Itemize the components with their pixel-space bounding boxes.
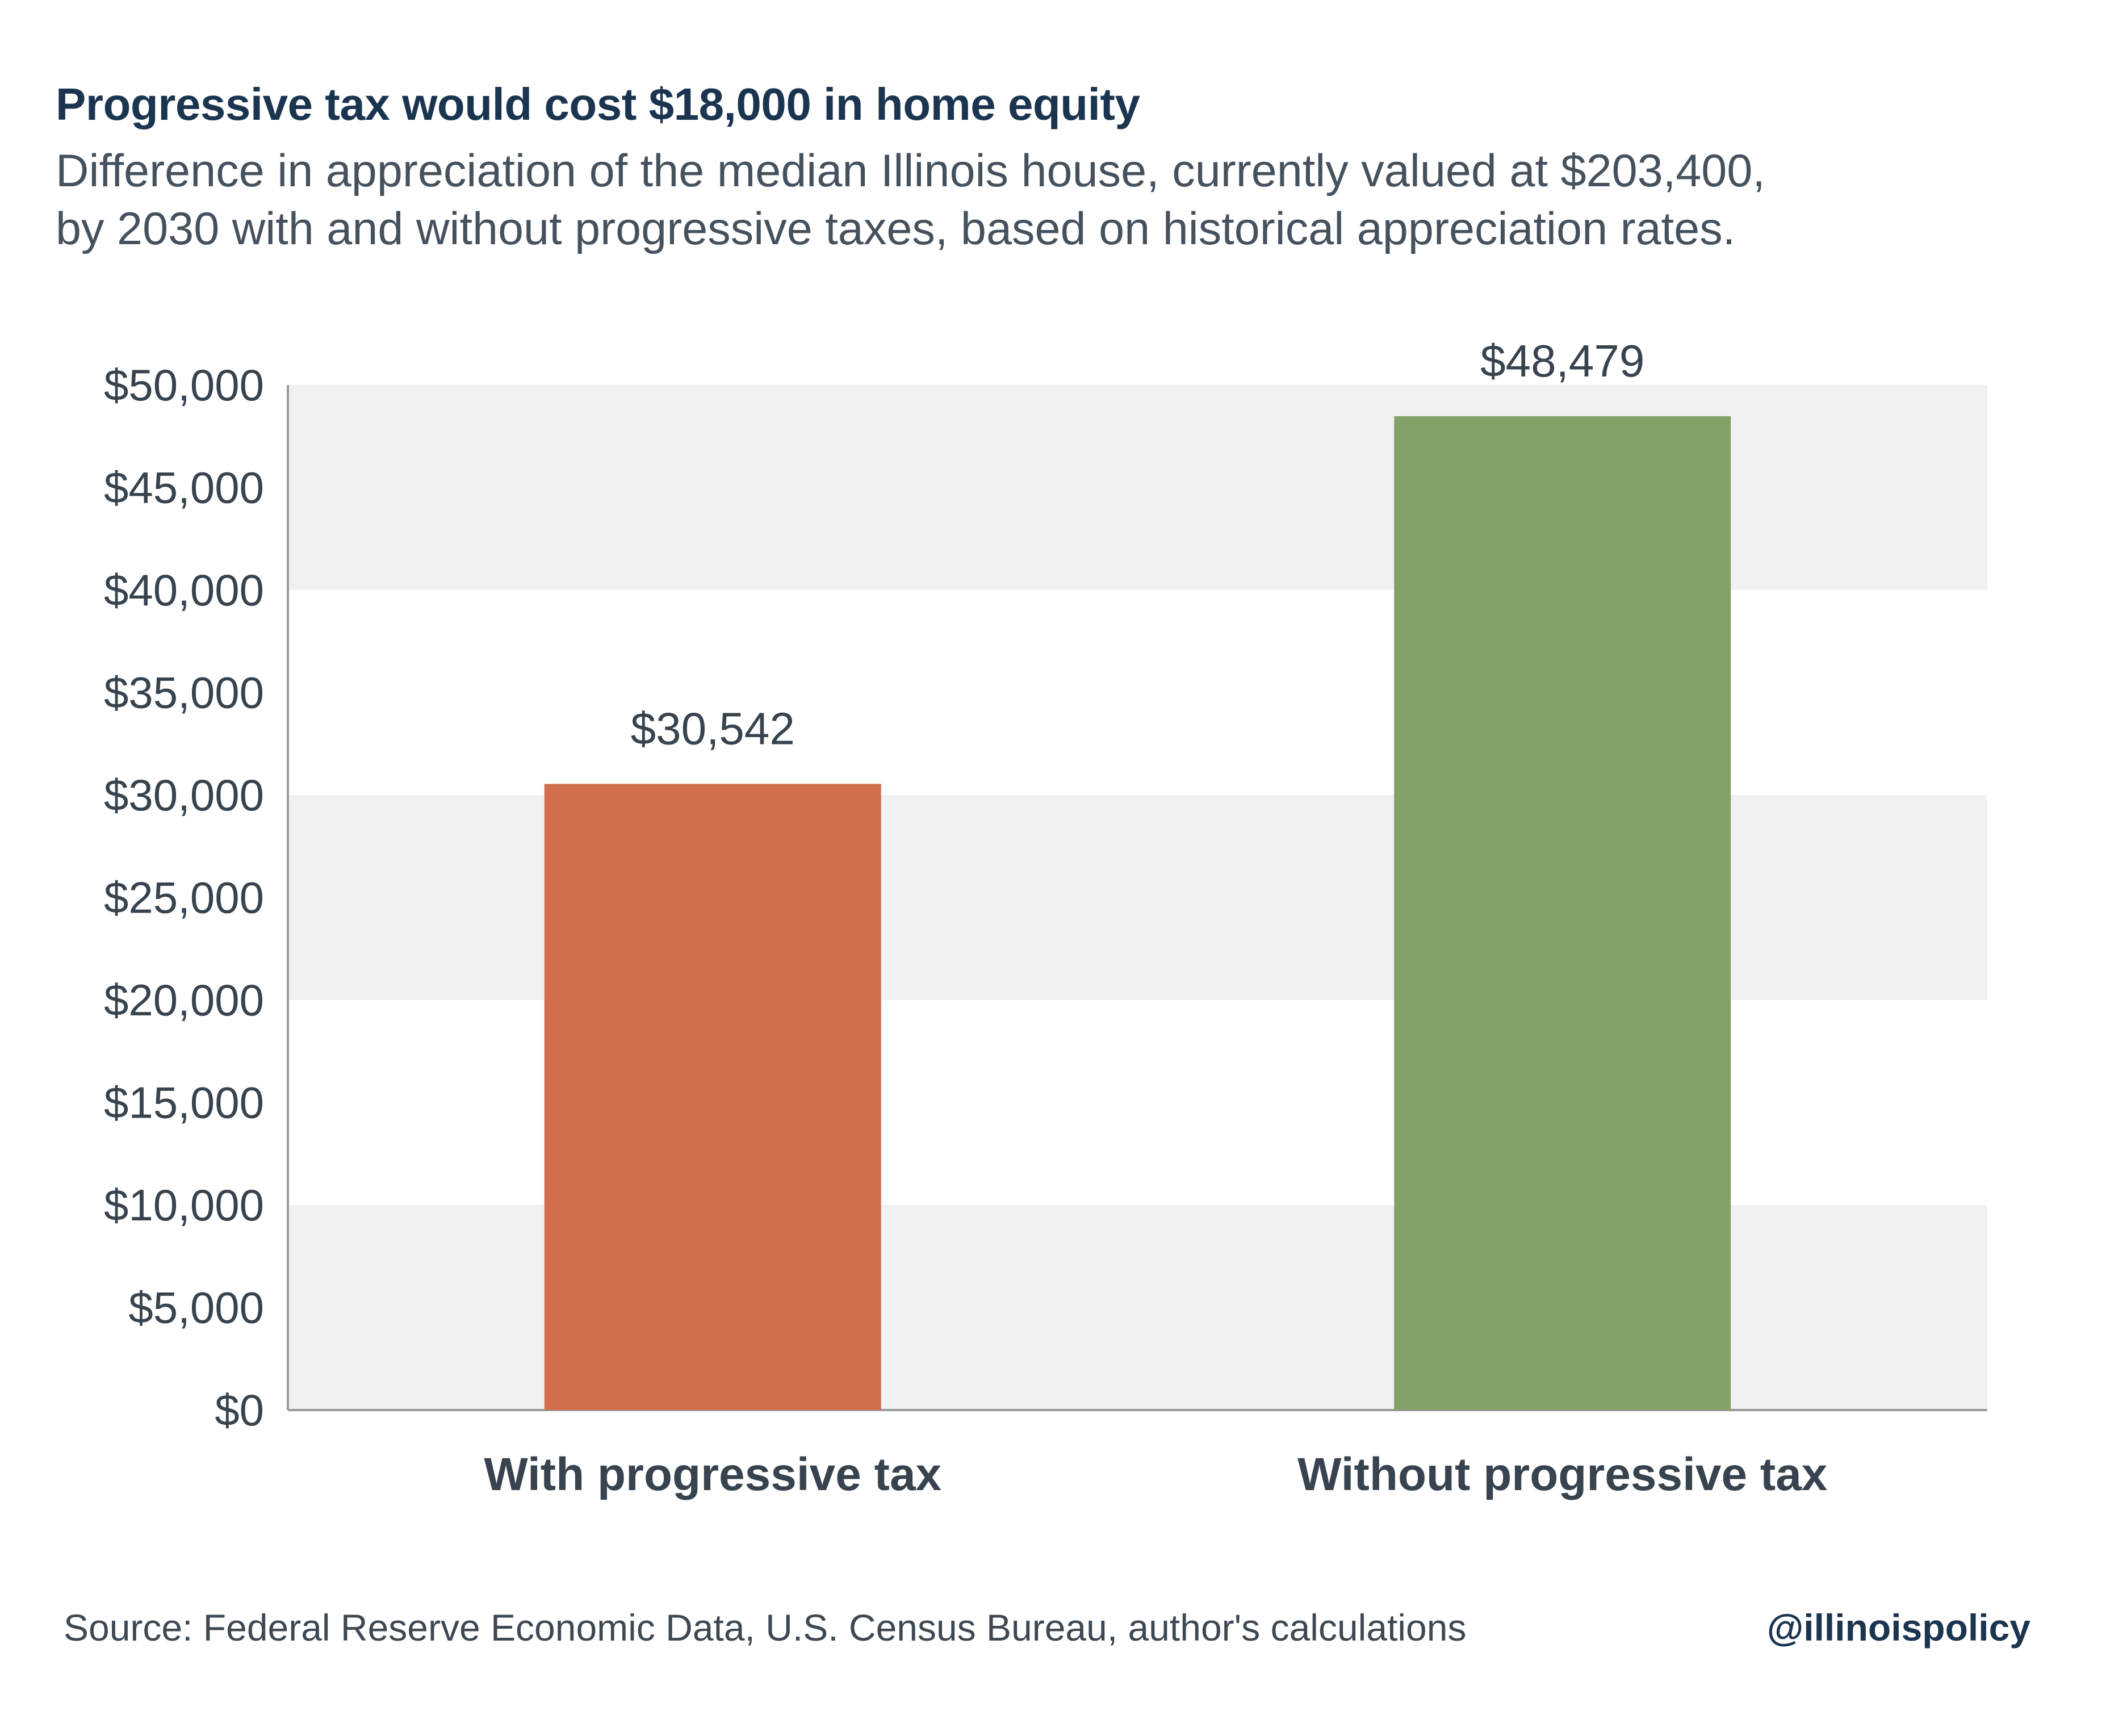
grid-band: [288, 795, 1987, 898]
y-tick-label: $10,000: [104, 1180, 264, 1230]
y-tick-label: $20,000: [104, 975, 264, 1025]
bar: [1394, 416, 1731, 1410]
y-tick-label: $30,000: [104, 770, 264, 820]
y-tick-label: $0: [215, 1385, 264, 1435]
grid-band: [288, 1205, 1987, 1308]
grid-band: [288, 487, 1987, 590]
source-note: Source: Federal Reserve Economic Data, U…: [64, 1607, 1467, 1649]
grid-band: [288, 1307, 1987, 1410]
y-tick-label: $50,000: [104, 360, 264, 410]
chart-subtitle: Difference in appreciation of the median…: [56, 142, 2043, 258]
bar-value-label: $30,542: [631, 703, 795, 754]
y-tick-label: $45,000: [104, 463, 264, 513]
y-tick-label: $5,000: [128, 1283, 264, 1333]
subtitle-line-1: Difference in appreciation of the median…: [56, 145, 1765, 196]
x-category-label: Without progressive tax: [1297, 1449, 1827, 1500]
y-tick-label: $35,000: [104, 668, 264, 718]
y-tick-label: $25,000: [104, 873, 264, 923]
x-category-label: With progressive tax: [484, 1449, 941, 1500]
y-tick-label: $40,000: [104, 565, 264, 615]
grid-band: [288, 385, 1987, 488]
bar: [544, 784, 881, 1410]
y-tick-label: $15,000: [104, 1078, 264, 1128]
grid-band: [288, 897, 1987, 1000]
chart-title: Progressive tax would cost $18,000 in ho…: [56, 79, 1140, 129]
subtitle-line-2: by 2030 with and without progressive tax…: [56, 203, 1736, 254]
bar-value-label: $48,479: [1480, 336, 1644, 386]
brand-handle: @illinoispolicy: [1766, 1607, 2030, 1649]
